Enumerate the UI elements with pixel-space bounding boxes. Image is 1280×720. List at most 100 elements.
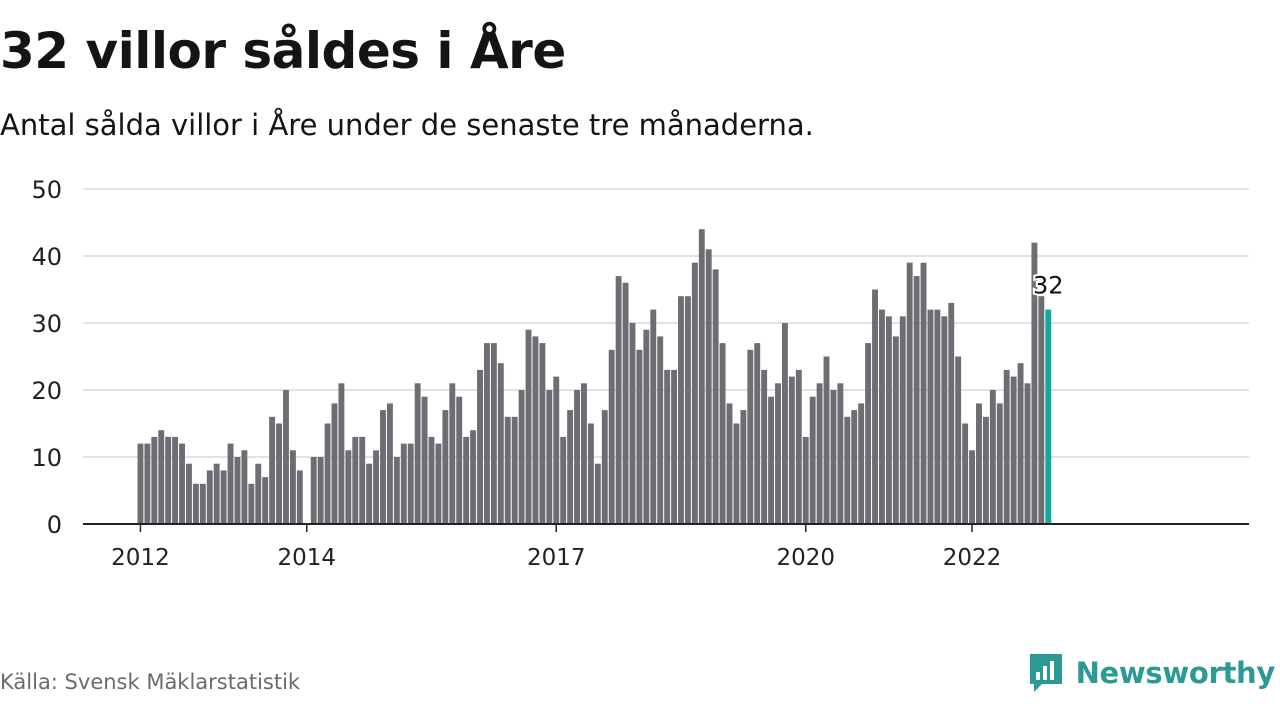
bar: [560, 436, 567, 524]
bar: [879, 309, 885, 524]
x-tick-label: 2012: [111, 545, 170, 571]
bar: [1024, 383, 1031, 524]
bar: [442, 410, 449, 524]
y-tick-label: 10: [31, 444, 62, 472]
bar: [865, 343, 872, 524]
bar: [241, 450, 248, 524]
bar: [227, 443, 234, 524]
bar: [151, 436, 158, 524]
bar: [532, 336, 539, 524]
newsworthy-logo-icon: [1029, 654, 1062, 692]
y-tick-label: 30: [31, 310, 62, 338]
bar: [643, 329, 650, 524]
bar: [407, 443, 414, 524]
bar: [816, 383, 823, 524]
bar: [248, 483, 255, 524]
bar: [982, 416, 989, 524]
bar: [213, 463, 220, 524]
bar: [276, 423, 282, 524]
bar: [581, 383, 587, 524]
bar: [511, 416, 518, 524]
bar: [671, 369, 678, 524]
bar-chart: 0 10 20 30 40 50 2012 2014 2017 2020 2022 32: [31, 176, 1249, 571]
bar: [345, 450, 352, 524]
bar: [837, 383, 844, 524]
bar: [622, 282, 629, 524]
bar: [310, 457, 317, 524]
bar: [449, 383, 456, 524]
bar: [574, 390, 580, 524]
bar: [747, 349, 754, 524]
brand-logo: Newsworthy: [1028, 652, 1275, 694]
bar: [920, 262, 927, 524]
bar: [678, 296, 684, 524]
bar: [601, 410, 608, 524]
bar: [587, 423, 594, 524]
bar: [386, 403, 393, 524]
bar: [192, 483, 199, 524]
bar: [650, 309, 657, 524]
bar: [172, 436, 179, 524]
x-tick-label: 2022: [943, 545, 1002, 571]
bar: [934, 309, 941, 524]
bar: [1038, 296, 1045, 524]
bar: [380, 410, 386, 524]
bar: [435, 443, 442, 524]
bar: [691, 262, 698, 524]
bar: [851, 410, 858, 524]
bar: [1003, 369, 1010, 524]
bar: [768, 396, 775, 524]
bar: [137, 443, 144, 524]
bar: [948, 302, 955, 524]
chart-subtitle: Antal sålda villor i Åre under de senast…: [0, 108, 814, 142]
bar: [144, 443, 151, 524]
bar: [969, 450, 975, 524]
bar: [456, 396, 463, 524]
y-tick-label: 40: [31, 243, 62, 271]
bar: [809, 396, 816, 524]
bar: [976, 403, 982, 524]
bar: [913, 276, 920, 524]
bar: [657, 336, 664, 524]
bar: [885, 316, 892, 524]
bar: [199, 483, 206, 524]
bar: [366, 463, 373, 524]
y-tick-label: 20: [31, 377, 62, 405]
bar: [234, 457, 241, 524]
bar: [830, 390, 837, 524]
bar: [490, 343, 497, 524]
bar: [428, 436, 435, 524]
bar: [421, 396, 428, 524]
bar: [858, 403, 865, 524]
x-tick-label: 2017: [527, 545, 586, 571]
bar: [296, 470, 303, 524]
bar: [359, 436, 366, 524]
brand-name: Newsworthy: [1075, 656, 1276, 690]
bar: [331, 403, 338, 524]
bar: [955, 356, 962, 524]
bar: [823, 356, 830, 524]
chart-title: 32 villor såldes i Åre: [0, 22, 566, 80]
bar: [179, 443, 185, 524]
bar: [186, 463, 192, 524]
bar: [962, 423, 969, 524]
bar: [283, 390, 289, 524]
x-tick-label: 2014: [277, 545, 336, 571]
bar: [373, 450, 380, 524]
bar: [546, 390, 553, 524]
bar: [553, 376, 560, 524]
bar: [269, 416, 276, 524]
source-note: Källa: Svensk Mäklarstatistik: [0, 670, 301, 694]
bar: [802, 436, 809, 524]
bar: [414, 383, 421, 524]
bar: [733, 423, 740, 524]
bar: [892, 336, 899, 524]
bar: [255, 463, 262, 524]
bar: [220, 470, 227, 524]
bar: [525, 329, 532, 524]
bar: [463, 436, 470, 524]
bar: [698, 229, 705, 524]
bar: [539, 343, 546, 524]
x-tick-label: 2020: [776, 545, 835, 571]
bar: [636, 349, 643, 524]
